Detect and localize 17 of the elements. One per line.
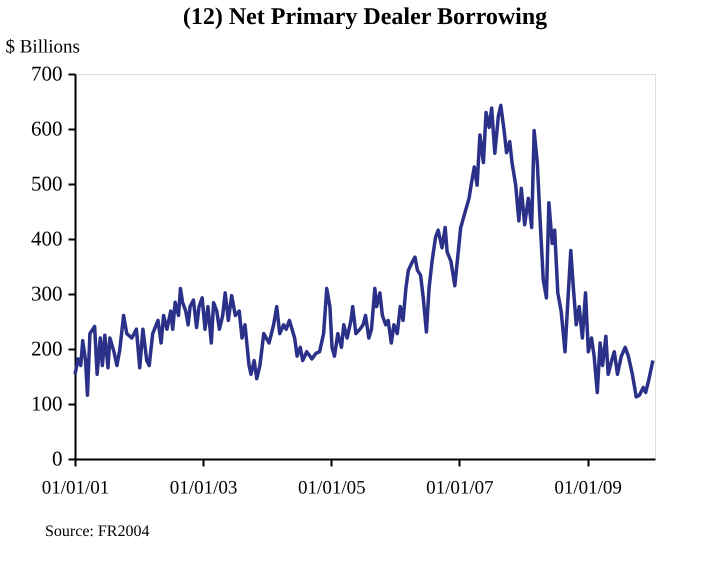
- y-tick-label: 600: [31, 116, 62, 140]
- x-tick-label: 01/01/09: [554, 478, 622, 498]
- x-tick-label: 01/01/01: [42, 478, 110, 498]
- y-tick-label: 100: [31, 392, 62, 416]
- x-tick-label: 01/01/07: [426, 478, 494, 498]
- line-series: [73, 104, 655, 399]
- y-tick-label: 500: [31, 172, 62, 196]
- y-tick-label: 300: [31, 282, 62, 306]
- x-tick-label: 01/01/05: [298, 478, 366, 498]
- chart-title: (12) Net Primary Dealer Borrowing: [182, 4, 548, 30]
- source-note: Source: FR2004: [45, 523, 150, 540]
- x-tick-label: 01/01/03: [170, 478, 238, 498]
- y-tick-label: 400: [31, 226, 62, 250]
- y-axis-title: $ Billions: [6, 36, 80, 58]
- y-tick-label: 0: [52, 446, 62, 470]
- y-tick-label: 700: [31, 62, 62, 86]
- y-tick-label: 200: [31, 336, 62, 360]
